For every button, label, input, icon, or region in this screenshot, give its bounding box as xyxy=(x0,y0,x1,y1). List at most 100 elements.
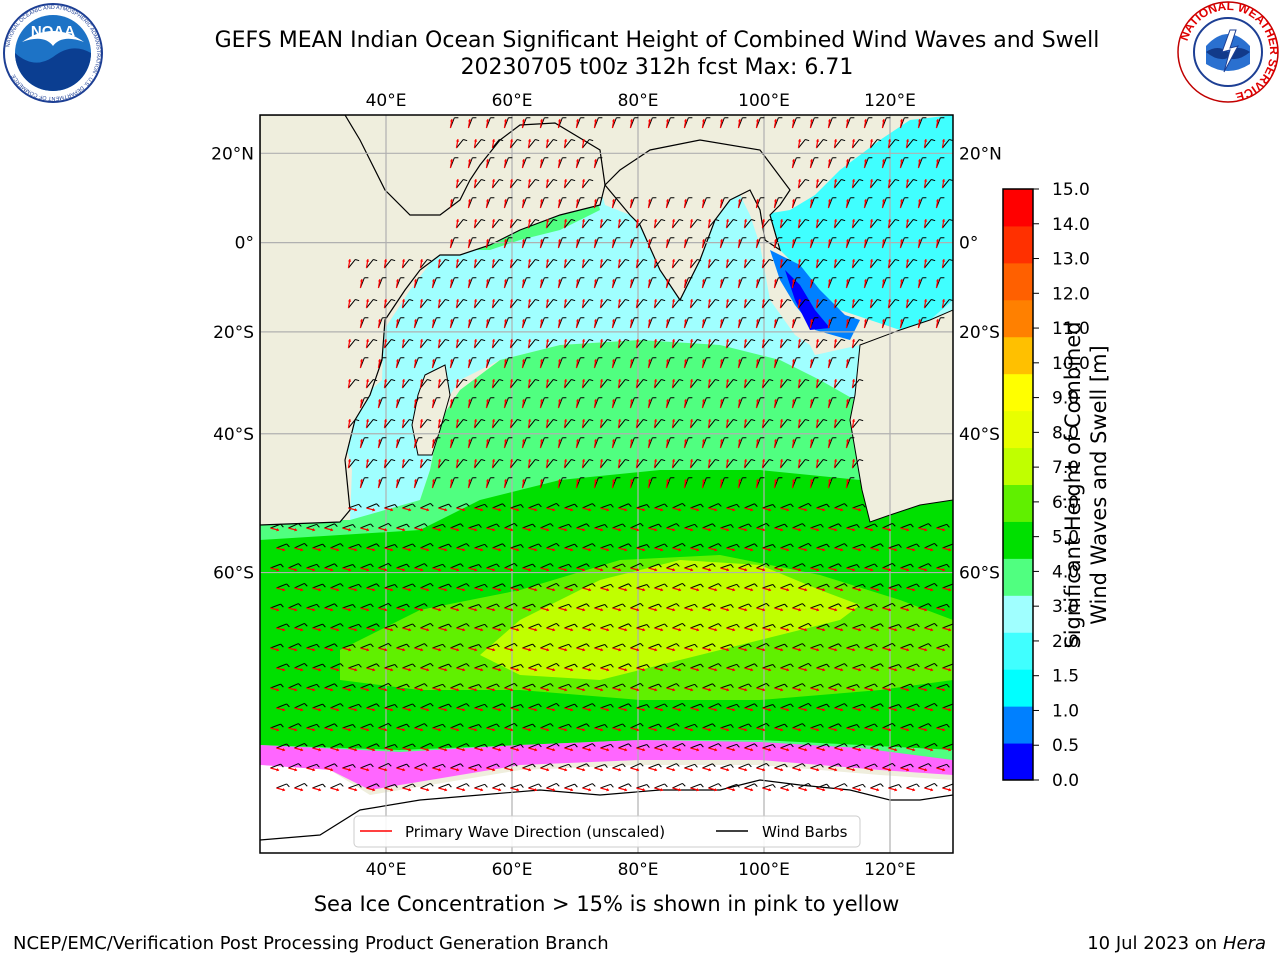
wind-barb-flag xyxy=(538,503,542,508)
wave-arrow-head xyxy=(833,419,838,422)
wind-barb-flag xyxy=(784,603,788,608)
wave-arrow-head xyxy=(528,648,532,652)
wind-barb xyxy=(852,743,863,749)
wind-barb-flag xyxy=(718,503,722,507)
wind-barb-flag xyxy=(532,563,536,568)
wave-arrow-head xyxy=(815,419,820,422)
wind-barb-flag xyxy=(448,503,452,508)
wind-barb-flag xyxy=(412,663,416,668)
wind-barb xyxy=(666,523,677,529)
wind-barb-flag xyxy=(946,643,950,648)
wave-arrow-head xyxy=(887,139,892,142)
wind-barb-flag xyxy=(484,583,488,588)
sea-ice-fringe xyxy=(260,740,953,790)
wave-arrow-head xyxy=(420,768,424,772)
wave-arrow-head xyxy=(624,548,628,552)
wind-barb-flag xyxy=(352,724,356,728)
wave-arrow-head xyxy=(336,708,340,712)
wave-arrow-head xyxy=(654,568,658,572)
wave-arrow-head xyxy=(690,608,694,612)
wind-barb-flag xyxy=(388,643,392,647)
wave-arrow-head xyxy=(948,788,952,792)
wave-arrow-head xyxy=(359,359,364,362)
wave-arrow-head xyxy=(714,788,718,792)
wind-barb xyxy=(366,299,374,309)
wind-barb xyxy=(348,503,359,509)
wind-barb-flag xyxy=(820,523,824,528)
wind-barb-flag xyxy=(946,603,950,608)
wind-barb xyxy=(420,742,431,749)
wave-arrow-head xyxy=(485,319,490,322)
map-frame xyxy=(259,114,954,854)
wind-barb-flag xyxy=(826,663,830,668)
wind-barb-flag xyxy=(841,378,846,382)
wave-arrow-head xyxy=(462,788,466,792)
wave-arrow-head xyxy=(474,688,478,692)
wave-arrow-head xyxy=(852,648,856,652)
wind-barb-flag xyxy=(733,338,738,342)
wave-arrow-head xyxy=(708,568,712,572)
wind-barb xyxy=(432,683,443,689)
wave-arrow-head xyxy=(534,748,538,752)
wave-arrow-head xyxy=(480,628,484,632)
wind-barb xyxy=(834,503,845,509)
wind-barb xyxy=(582,419,590,429)
wave-arrow-head xyxy=(863,319,868,322)
wind-barb-flag xyxy=(424,683,428,687)
wind-barb-flag xyxy=(535,338,540,342)
wind-barb xyxy=(492,219,500,229)
wind-barb-flag xyxy=(646,624,650,628)
wave-arrow-head xyxy=(869,219,874,222)
wave-arrow-head xyxy=(894,588,898,592)
wind-barb xyxy=(438,583,449,589)
wave-arrow-head xyxy=(755,439,760,442)
wind-barb xyxy=(600,299,608,309)
wind-barb-flag xyxy=(790,623,794,628)
wind-barb-flag xyxy=(898,744,902,748)
wind-barb-flag xyxy=(694,563,698,568)
wind-barb xyxy=(690,259,698,269)
wind-barb xyxy=(396,723,407,729)
wind-barb-flag xyxy=(748,643,752,648)
wind-barb xyxy=(756,682,767,689)
wave-arrow-head xyxy=(545,379,550,382)
wave-arrow-head xyxy=(503,479,508,482)
lon-tick-label: 60°E xyxy=(492,860,533,880)
wave-arrow-head xyxy=(660,748,664,752)
wind-barb xyxy=(342,644,353,649)
wind-barb-flag xyxy=(535,298,540,302)
wave-arrow-head xyxy=(383,419,388,422)
wave-arrow-head xyxy=(276,568,280,572)
wind-barb xyxy=(330,623,341,629)
wind-barb-flag xyxy=(568,603,572,608)
wind-barb-flag xyxy=(730,524,734,528)
wind-barb xyxy=(720,644,731,649)
wave-arrow-head xyxy=(719,479,724,482)
wave-arrow-head xyxy=(935,119,940,122)
wave-arrow-head xyxy=(552,508,556,512)
lon-tick-label: 60°E xyxy=(492,91,533,111)
wind-barb-flag xyxy=(844,543,848,547)
wind-barb xyxy=(618,703,629,709)
wind-barb-flag xyxy=(754,663,758,668)
wave-arrow-head xyxy=(426,748,430,752)
wave-arrow-head xyxy=(660,788,664,792)
wind-barb xyxy=(612,563,623,569)
wave-arrow-head xyxy=(444,588,448,592)
wind-barb-flag xyxy=(784,723,788,728)
wave-arrow-head xyxy=(563,339,568,342)
wave-arrow-head xyxy=(635,379,640,382)
wind-barb-flag xyxy=(712,523,716,528)
wind-barb xyxy=(726,543,737,549)
wind-barb-flag xyxy=(676,763,680,767)
wave-arrow-head xyxy=(762,728,766,732)
wind-barb-flag xyxy=(928,763,932,767)
wind-barb xyxy=(564,783,575,789)
wind-barb-flag xyxy=(568,523,572,528)
wave-arrow-head xyxy=(420,568,424,572)
wave-arrow-head xyxy=(485,199,490,202)
wave-arrow-head xyxy=(636,688,640,692)
wind-barb xyxy=(888,299,896,309)
wave-arrow-head xyxy=(636,728,640,732)
wind-barb-flag xyxy=(550,563,554,567)
